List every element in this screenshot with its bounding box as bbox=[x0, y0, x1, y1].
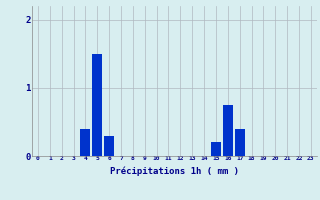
X-axis label: Précipitations 1h ( mm ): Précipitations 1h ( mm ) bbox=[110, 167, 239, 176]
Bar bbox=[211, 142, 221, 156]
Bar bbox=[80, 129, 91, 156]
Bar bbox=[223, 105, 233, 156]
Bar bbox=[104, 136, 114, 156]
Bar bbox=[92, 54, 102, 156]
Bar bbox=[235, 129, 245, 156]
